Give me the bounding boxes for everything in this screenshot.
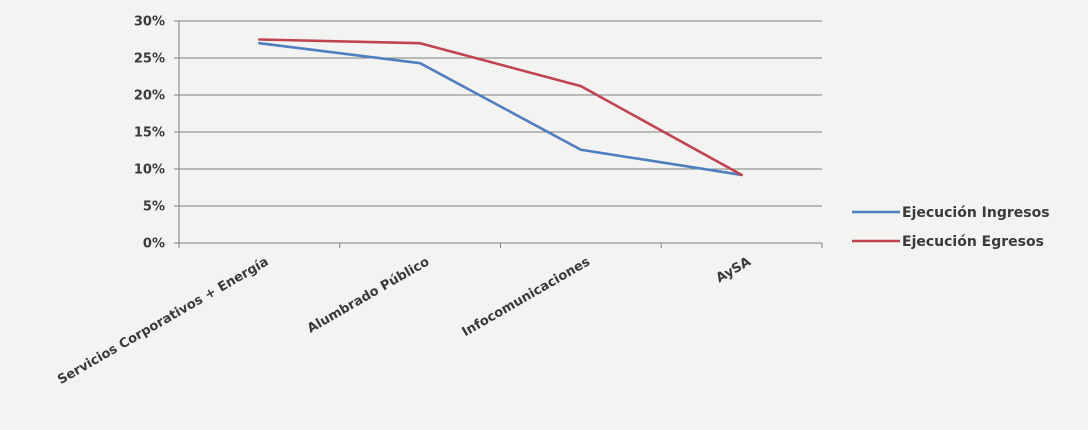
x-tick-label: Alumbrado Público: [305, 254, 432, 336]
x-axis-tick-labels: Servicios Corporativos + Energía Alumbrad…: [55, 254, 753, 388]
legend-label: Ejecución Ingresos: [902, 205, 1050, 221]
x-tick-label: AySA: [714, 254, 754, 286]
y-tick-label: 20%: [134, 89, 165, 104]
y-tick-label: 0%: [143, 237, 165, 252]
series-line-2: [258, 38, 743, 177]
series-lines: [258, 38, 743, 177]
y-tick-label: 25%: [134, 52, 165, 67]
series-line-1: [258, 41, 743, 177]
axes: [174, 20, 823, 248]
y-tick-label: 10%: [134, 163, 165, 178]
x-tick-label: Infocomunicaciones: [460, 254, 593, 340]
legend-label: Ejecución Egresos: [902, 234, 1044, 250]
x-tick-label: Servicios Corporativos + Energía: [55, 254, 271, 387]
y-tick-label: 5%: [143, 200, 165, 215]
y-tick-label: 30%: [134, 15, 165, 30]
y-axis-tick-labels: 0% 5% 10% 15% 20% 25% 30%: [134, 15, 165, 252]
y-tick-label: 15%: [134, 126, 165, 141]
gridlines: [179, 20, 822, 207]
legend: Ejecución Ingresos Ejecución Egresos: [852, 205, 1050, 250]
